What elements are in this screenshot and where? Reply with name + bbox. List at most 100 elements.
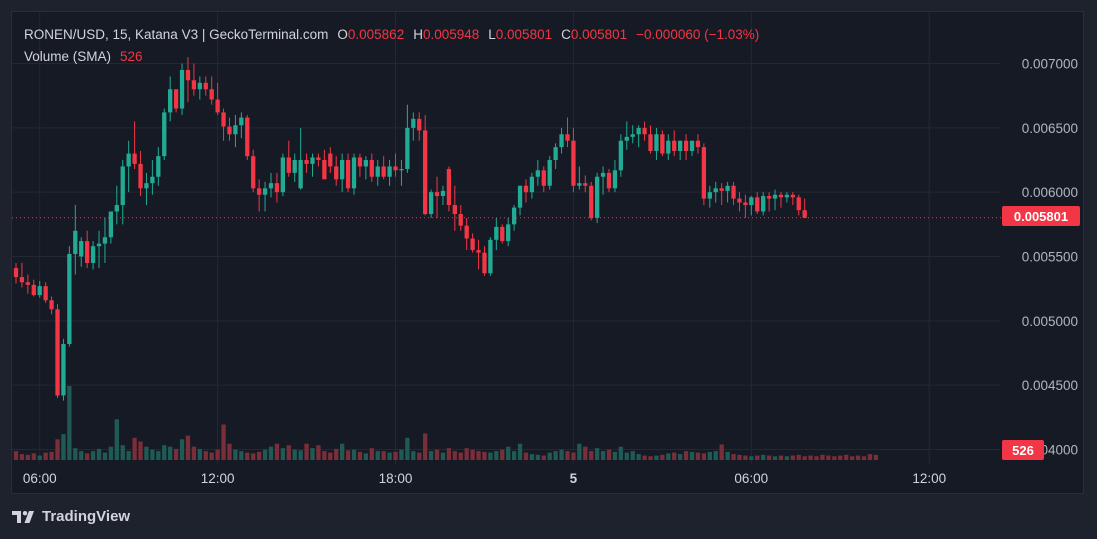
candle-body: [452, 205, 457, 215]
volume-bar: [494, 451, 499, 460]
tradingview-watermark[interactable]: TradingView: [12, 508, 130, 525]
volume-bar: [535, 454, 540, 460]
volume-bar: [571, 452, 576, 460]
candle-body: [114, 205, 119, 212]
volume-bar: [328, 452, 333, 460]
watermark-text: TradingView: [42, 508, 131, 525]
volume-bar: [251, 453, 256, 460]
volume-bar: [185, 435, 191, 460]
candle-body: [144, 183, 149, 189]
candle-body: [256, 188, 262, 195]
volume-bar: [61, 434, 66, 460]
volume-bar: [144, 446, 149, 460]
volume-bar: [55, 439, 60, 460]
volume-bar: [334, 448, 339, 460]
candle-body: [393, 166, 398, 171]
candle-body: [618, 140, 624, 171]
candle-body: [162, 112, 167, 157]
candle-body: [683, 140, 689, 152]
volume-bar: [440, 452, 446, 460]
candle-body: [790, 194, 795, 198]
price-tick-label: 0.006500: [1022, 121, 1078, 136]
volume-bar: [31, 453, 36, 460]
candle-body: [606, 172, 612, 189]
candle-body: [67, 253, 72, 344]
candle-body: [334, 166, 339, 180]
candle-body: [796, 197, 801, 211]
candle-body: [701, 147, 707, 199]
volume-bar: [660, 454, 665, 460]
volume-bar: [500, 449, 505, 460]
volume-bar: [227, 443, 232, 460]
volume-bar: [618, 446, 624, 460]
high-label: H: [413, 27, 423, 42]
candle-body: [559, 134, 564, 148]
candle-body: [523, 185, 529, 193]
candle-body: [719, 188, 724, 191]
candle-body: [458, 214, 463, 226]
candle-body: [784, 194, 790, 198]
price-axis[interactable]: 0.007000 0.006500 0.006000 0.005500 0.005000…: [1022, 57, 1078, 458]
volume-bar: [387, 452, 392, 460]
candle-body: [470, 238, 475, 251]
volume-bar: [636, 454, 641, 460]
time-axis[interactable]: 06:00 12:00 18:00 5 06:00 12:00: [23, 471, 946, 486]
candle-body: [102, 237, 108, 244]
candle-body: [13, 268, 19, 278]
candle-body: [494, 226, 499, 240]
volume-bar: [849, 456, 855, 460]
volume-bars: [13, 386, 878, 460]
volume-bar: [245, 452, 250, 460]
candle-body: [506, 224, 511, 242]
candle-body: [227, 126, 232, 135]
candle-body: [772, 194, 778, 199]
volume-bar: [138, 441, 143, 460]
volume-bar: [286, 445, 291, 460]
candle-body: [500, 226, 505, 242]
symbol-title[interactable]: RONEN/USD, 15, Katana V3 | GeckoTerminal…: [24, 27, 329, 42]
candle-body: [642, 127, 647, 135]
volume-bar: [672, 452, 677, 460]
chart-frame[interactable]: 0.007000 0.006500 0.006000 0.005500 0.005000…: [11, 11, 1084, 494]
price-tick-label: 0.004500: [1022, 378, 1078, 393]
volume-bar: [233, 449, 238, 460]
volume-value: 526: [120, 49, 143, 64]
candle-body: [286, 157, 291, 173]
volume-bar: [725, 451, 730, 460]
candle-body: [672, 140, 677, 152]
volume-bar: [761, 454, 766, 460]
volume-bar: [814, 456, 819, 460]
volume-bar: [381, 451, 386, 460]
volume-label[interactable]: Volume (SMA): [24, 49, 112, 64]
candle-body: [108, 211, 114, 238]
volume-bar: [529, 454, 535, 460]
ohlc-row: RONEN/USD, 15, Katana V3 | GeckoTerminal…: [24, 24, 768, 46]
candle-body: [707, 192, 712, 199]
volume-bar: [37, 455, 42, 460]
candle-body: [375, 166, 380, 177]
volume-bar: [523, 452, 529, 460]
volume-bar: [766, 455, 772, 460]
volume-bar: [96, 448, 102, 460]
candle-body: [90, 246, 96, 263]
candlestick-chart[interactable]: 0.007000 0.006500 0.006000 0.005500 0.005000…: [12, 12, 1084, 494]
candle-body: [173, 89, 179, 109]
candle-body: [126, 153, 131, 167]
volume-bar: [606, 449, 612, 460]
volume-bar: [784, 456, 790, 460]
change-value: −0.000060 (−1.03%): [636, 27, 760, 42]
candle-body: [423, 130, 428, 215]
candle-body: [49, 300, 54, 310]
candle-body: [434, 192, 440, 197]
volume-bar: [428, 451, 434, 460]
volume-bar: [316, 445, 321, 460]
volume-bar: [446, 448, 452, 460]
candle-body: [440, 190, 446, 197]
volume-bar: [173, 448, 179, 460]
candle-body: [298, 160, 303, 189]
volume-bar: [126, 451, 131, 460]
volume-bar: [838, 455, 843, 460]
candle-body: [132, 153, 137, 164]
candle-body: [583, 183, 588, 186]
candle-body: [761, 196, 766, 212]
